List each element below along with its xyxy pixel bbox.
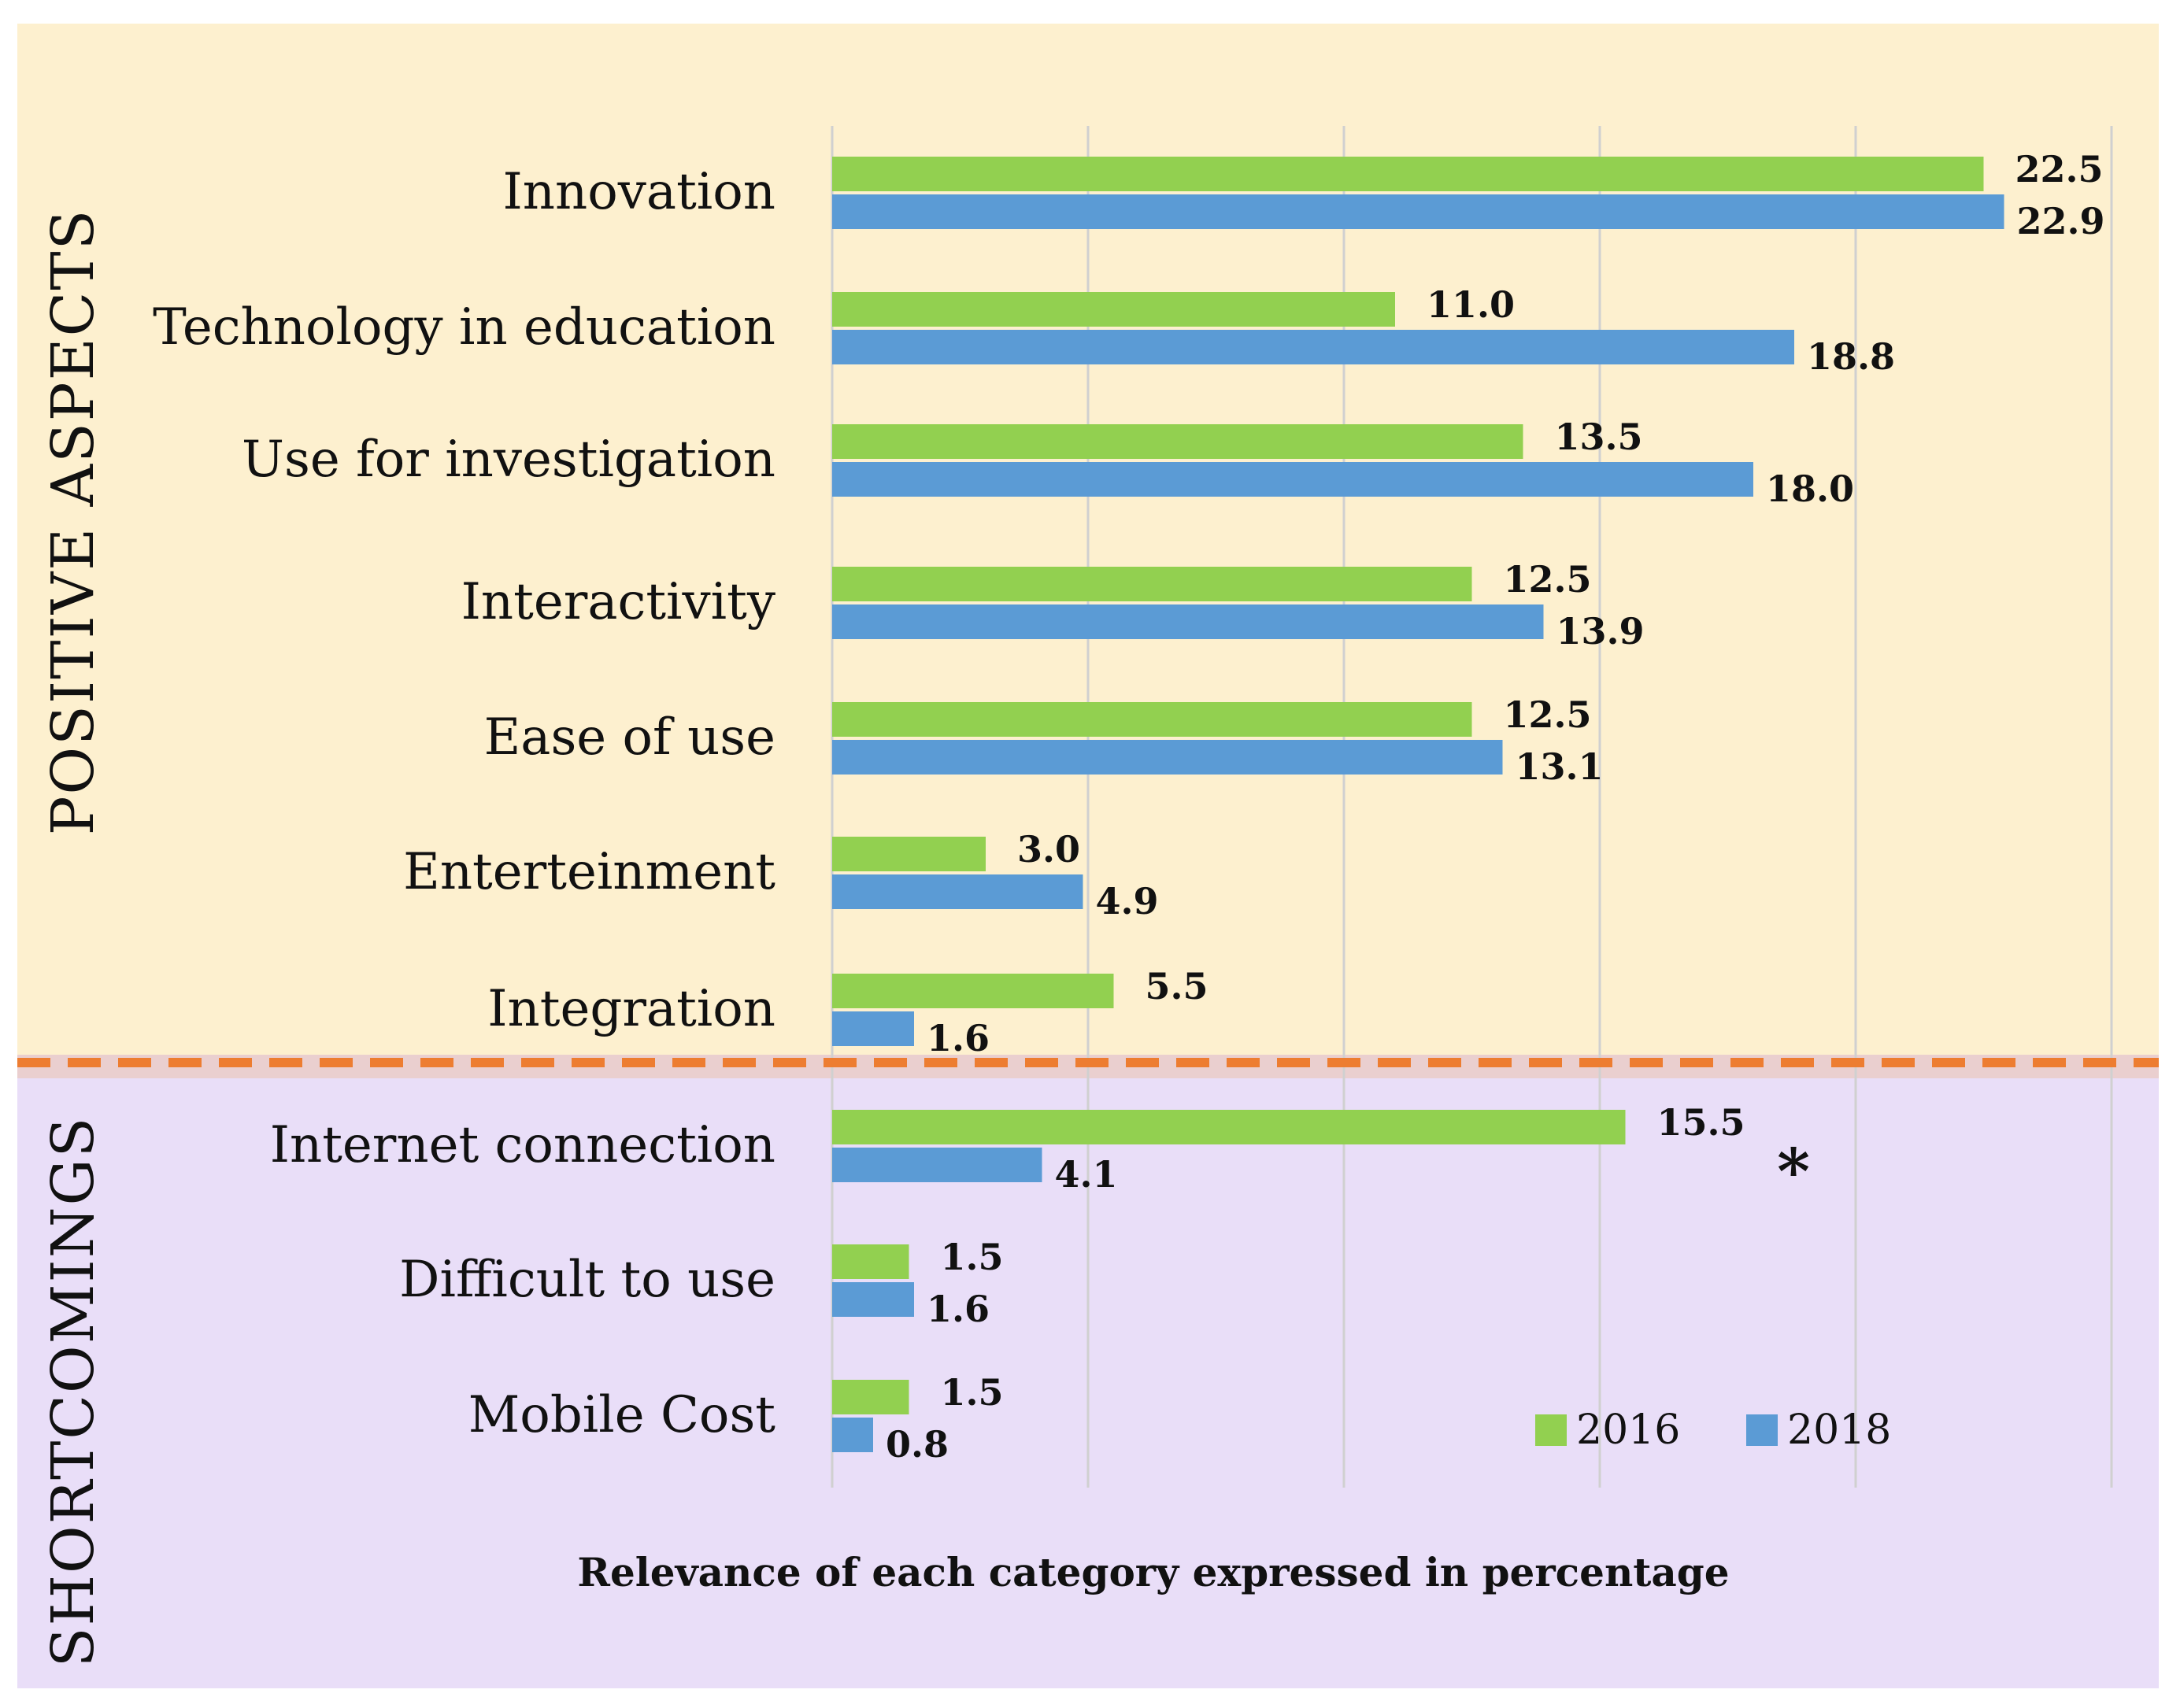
bar-2016-difficult-to-use <box>832 1244 909 1279</box>
bars <box>832 157 2004 1452</box>
bar-2016-mobile-cost <box>832 1380 909 1414</box>
value-label-2016-difficult-to-use: 1.5 <box>941 1236 1004 1278</box>
value-label-2018-enterteinment: 4.9 <box>1096 880 1159 922</box>
bar-2018-mobile-cost <box>832 1418 873 1452</box>
bar-2016-use-for-investigation <box>832 424 1523 459</box>
category-label-difficult-to-use: Difficult to use <box>399 1251 775 1309</box>
category-label-mobile-cost: Mobile Cost <box>468 1386 776 1444</box>
bar-2016-integration <box>832 974 1114 1008</box>
bar-2018-use-for-investigation <box>832 462 1753 497</box>
bar-2016-interactivity <box>832 567 1472 601</box>
legend-swatch-2018 <box>1746 1414 1778 1446</box>
category-label-internet-connection: Internet connection <box>270 1116 775 1174</box>
section-label-positive-aspects: POSITIVE ASPECTS <box>39 209 107 836</box>
category-label-use-for-investigation: Use for investigation <box>242 431 775 489</box>
category-label-ease-of-use: Ease of use <box>484 708 775 767</box>
bar-2018-integration <box>832 1011 914 1046</box>
value-label-2018-technology-in-education: 18.8 <box>1807 335 1895 378</box>
value-label-2016-integration: 5.5 <box>1146 965 1208 1007</box>
annotation-asterisk: * <box>1777 1134 1810 1208</box>
value-label-2018-integration: 1.6 <box>927 1017 990 1059</box>
value-label-2016-internet-connection: 15.5 <box>1657 1101 1745 1144</box>
bar-2018-interactivity <box>832 604 1544 639</box>
category-label-integration: Integration <box>487 980 775 1038</box>
value-label-2018-internet-connection: 4.1 <box>1055 1153 1118 1196</box>
value-label-2016-interactivity: 12.5 <box>1504 558 1592 601</box>
category-label-enterteinment: Enterteinment <box>403 843 775 901</box>
value-label-2016-enterteinment: 3.0 <box>1017 828 1080 871</box>
value-label-2018-interactivity: 13.9 <box>1556 610 1645 653</box>
legend-label-2016: 2016 <box>1576 1407 1680 1454</box>
value-label-2018-difficult-to-use: 1.6 <box>927 1288 990 1330</box>
value-label-2018-use-for-investigation: 18.0 <box>1766 468 1854 510</box>
bar-2016-internet-connection <box>832 1110 1626 1144</box>
bar-2018-technology-in-education <box>832 330 1794 364</box>
bar-2016-technology-in-education <box>832 292 1395 327</box>
value-label-2016-use-for-investigation: 13.5 <box>1555 416 1643 458</box>
legend-swatch-2016 <box>1535 1414 1567 1446</box>
value-label-2016-mobile-cost: 1.5 <box>941 1371 1004 1414</box>
bar-2018-internet-connection <box>832 1148 1042 1182</box>
value-label-2016-ease-of-use: 12.5 <box>1504 693 1592 736</box>
bar-2018-enterteinment <box>832 874 1083 909</box>
value-label-2016-innovation: 22.5 <box>2015 148 2104 190</box>
value-label-2018-mobile-cost: 0.8 <box>886 1423 949 1466</box>
overlay: * 2016 2018 <box>17 1058 2159 1454</box>
x-axis-title: Relevance of each category expressed in … <box>577 1549 1729 1595</box>
bar-2018-difficult-to-use <box>832 1282 914 1317</box>
value-label-2018-innovation: 22.9 <box>2017 200 2105 242</box>
category-label-technology-in-education: Technology in education <box>153 298 775 357</box>
category-label-innovation: Innovation <box>503 163 776 221</box>
bar-2016-innovation <box>832 157 1984 191</box>
section-label-shortcomings: SHORTCOMINGS <box>39 1116 107 1668</box>
value-label-2016-technology-in-education: 11.0 <box>1427 283 1515 326</box>
labels: Innovation 22.5 22.9 Technology in educatio… <box>39 148 2105 1667</box>
bar-2016-ease-of-use <box>832 702 1472 737</box>
bar-2016-enterteinment <box>832 837 986 871</box>
bar-2018-innovation <box>832 194 2004 229</box>
bar-2018-ease-of-use <box>832 740 1503 775</box>
category-label-interactivity: Interactivity <box>461 573 775 631</box>
legend-label-2018: 2018 <box>1787 1407 1891 1454</box>
value-label-2018-ease-of-use: 13.1 <box>1516 745 1604 788</box>
